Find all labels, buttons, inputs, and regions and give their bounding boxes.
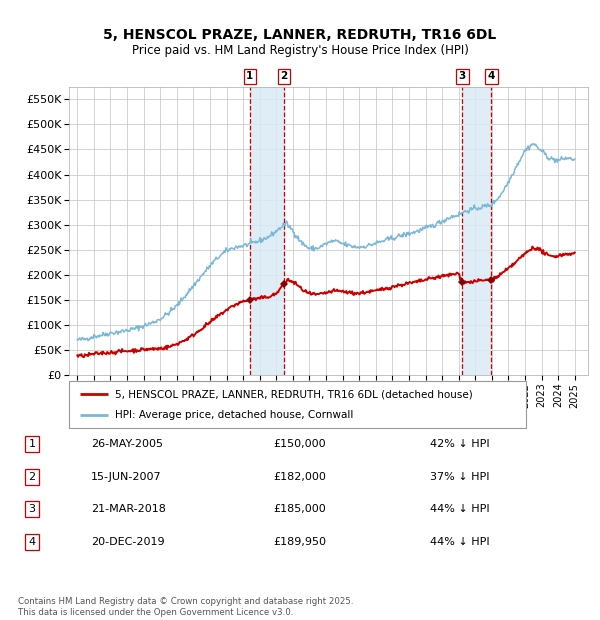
Text: 1: 1 <box>29 439 35 449</box>
Text: 26-MAY-2005: 26-MAY-2005 <box>91 439 163 449</box>
Text: 3: 3 <box>458 71 466 81</box>
Text: HPI: Average price, detached house, Cornwall: HPI: Average price, detached house, Corn… <box>115 410 353 420</box>
Text: 1: 1 <box>246 71 253 81</box>
Text: 44% ↓ HPI: 44% ↓ HPI <box>430 537 490 547</box>
Bar <box>463 87 491 375</box>
FancyBboxPatch shape <box>69 381 526 428</box>
Text: 2: 2 <box>29 472 35 482</box>
Text: 20-DEC-2019: 20-DEC-2019 <box>91 537 165 547</box>
Bar <box>250 87 284 375</box>
Text: £150,000: £150,000 <box>274 439 326 449</box>
Text: Price paid vs. HM Land Registry's House Price Index (HPI): Price paid vs. HM Land Registry's House … <box>131 44 469 57</box>
Text: £182,000: £182,000 <box>274 472 326 482</box>
Text: 4: 4 <box>488 71 495 81</box>
Text: 44% ↓ HPI: 44% ↓ HPI <box>430 504 490 514</box>
Text: 5, HENSCOL PRAZE, LANNER, REDRUTH, TR16 6DL: 5, HENSCOL PRAZE, LANNER, REDRUTH, TR16 … <box>103 28 497 42</box>
Text: £189,950: £189,950 <box>274 537 326 547</box>
Text: 3: 3 <box>29 504 35 514</box>
Text: Contains HM Land Registry data © Crown copyright and database right 2025.
This d: Contains HM Land Registry data © Crown c… <box>18 598 353 617</box>
Text: 5, HENSCOL PRAZE, LANNER, REDRUTH, TR16 6DL (detached house): 5, HENSCOL PRAZE, LANNER, REDRUTH, TR16 … <box>115 389 472 399</box>
Text: 21-MAR-2018: 21-MAR-2018 <box>91 504 166 514</box>
Text: 2: 2 <box>280 71 287 81</box>
Text: 37% ↓ HPI: 37% ↓ HPI <box>430 472 489 482</box>
Text: 4: 4 <box>29 537 35 547</box>
Text: 42% ↓ HPI: 42% ↓ HPI <box>430 439 490 449</box>
Text: £185,000: £185,000 <box>274 504 326 514</box>
Text: 15-JUN-2007: 15-JUN-2007 <box>91 472 162 482</box>
